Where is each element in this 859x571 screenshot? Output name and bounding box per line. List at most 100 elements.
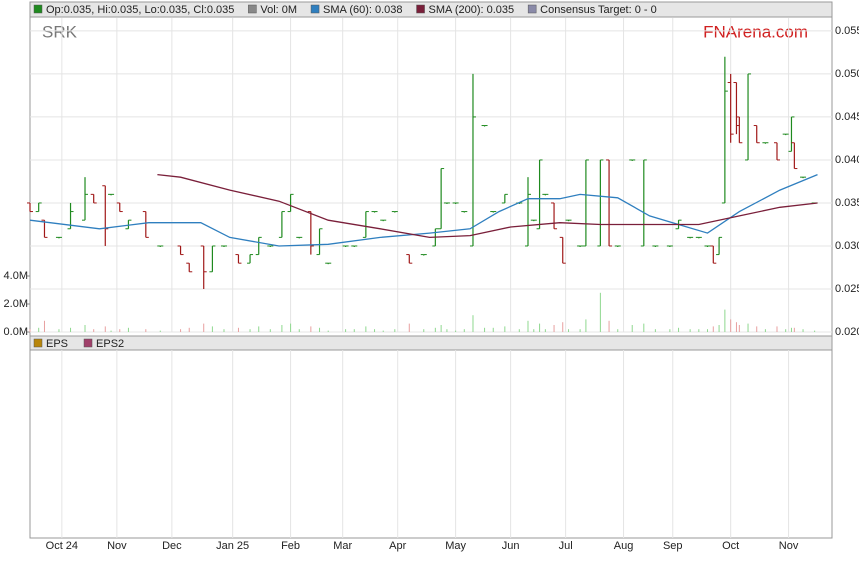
y-tick-label: 0.040 <box>835 154 859 166</box>
legend-label: SMA (60): 0.038 <box>323 4 403 16</box>
volume-bar <box>84 325 86 332</box>
volume-bar <box>553 325 555 332</box>
volume-bar <box>58 329 60 332</box>
volume-bar <box>188 327 190 332</box>
volume-bar <box>70 327 72 332</box>
volume-bar <box>29 329 31 332</box>
volume-bar <box>159 330 161 332</box>
volume-bar <box>669 329 671 332</box>
volume-bar <box>38 327 40 332</box>
volume-bar <box>472 315 474 332</box>
x-tick-label: Oct <box>722 540 739 552</box>
volume-bar <box>43 320 45 332</box>
legend-swatch <box>527 4 537 14</box>
volume-bar <box>281 325 283 332</box>
volume-bar <box>756 326 758 332</box>
volume-bar <box>631 325 633 332</box>
x-tick-label: Mar <box>333 540 352 552</box>
legend-swatch <box>83 338 93 348</box>
volume-bar <box>718 325 720 332</box>
volume-bar <box>408 323 410 332</box>
volume-bar <box>654 329 656 332</box>
sma-line <box>29 173 818 247</box>
legend-label: EPS2 <box>96 338 124 350</box>
volume-bar <box>127 327 129 332</box>
watermark: FNArena.com <box>703 22 808 41</box>
legend-label: Op:0.035, Hi:0.035, Lo:0.035, Cl:0.035 <box>46 4 234 16</box>
x-tick-label: Aug <box>614 540 634 552</box>
volume-bar <box>735 322 737 332</box>
volume-bar <box>707 329 709 332</box>
x-tick-label: May <box>445 540 466 552</box>
x-tick-label: Jul <box>559 540 573 552</box>
volume-bar <box>533 329 535 332</box>
volume-bar <box>110 330 112 332</box>
volume-bar <box>345 329 347 332</box>
volume-bar <box>319 327 321 332</box>
y-tick-label: 0.045 <box>835 111 859 123</box>
volume-bar <box>747 323 749 332</box>
volume-bar <box>237 327 239 332</box>
volume-bar <box>327 330 329 332</box>
x-tick-label: Jun <box>502 540 520 552</box>
volume-bar <box>776 326 778 332</box>
volume-bar <box>446 329 448 332</box>
x-tick-label: Jan 25 <box>216 540 249 552</box>
volume-bar <box>504 326 506 332</box>
legend-label: EPS <box>46 338 68 350</box>
x-tick-label: Nov <box>779 540 799 552</box>
volume-bar <box>203 323 205 332</box>
volume-bar <box>492 327 494 332</box>
volume-bar <box>764 329 766 332</box>
x-tick-label: Oct 24 <box>46 540 78 552</box>
x-tick-label: Apr <box>389 540 406 552</box>
volume-bar <box>678 327 680 332</box>
y-tick-label: 0.055 <box>835 25 859 37</box>
volume-bar <box>211 326 213 332</box>
volume-bar <box>724 309 726 332</box>
volume-bar <box>394 329 396 332</box>
volume-bar <box>258 326 260 332</box>
volume-bar <box>310 326 312 332</box>
y-tick-label: 0.025 <box>835 283 859 295</box>
volume-bar <box>579 329 581 332</box>
volume-bar <box>93 329 95 332</box>
legend-swatch <box>33 4 43 14</box>
y-tick-label: 0.050 <box>835 68 859 80</box>
volume-bar <box>568 329 570 332</box>
volume-bar <box>434 327 436 332</box>
y-tick-label: 0.035 <box>835 197 859 209</box>
chart-title: SRK <box>42 22 78 41</box>
legend-swatch <box>248 4 257 14</box>
volume-bar <box>539 323 541 332</box>
legend-label: SMA (200): 0.035 <box>429 4 515 16</box>
volume-bar <box>518 329 520 332</box>
y-tick-label: 0.030 <box>835 240 859 252</box>
plot-frame <box>29 1 833 539</box>
volume-bar <box>790 327 792 332</box>
volume-bar <box>608 320 610 332</box>
volume-bar <box>730 319 732 332</box>
legend-label: Vol: 0M <box>260 4 297 16</box>
volume-bar <box>290 323 292 332</box>
volume-bar <box>712 326 714 332</box>
volume-bar <box>562 322 564 332</box>
legend-label: Consensus Target: 0 - 0 <box>540 4 657 16</box>
volume-bar <box>617 329 619 332</box>
legend-bar <box>29 1 833 18</box>
volume-bar <box>814 330 816 332</box>
volume-bar <box>463 329 465 332</box>
volume-bar <box>793 327 795 332</box>
volume-bar <box>738 325 740 332</box>
volume-bar <box>527 320 529 332</box>
volume-bar <box>484 327 486 332</box>
legend-swatch <box>310 4 320 14</box>
legend-swatch <box>33 338 43 348</box>
volume-bar <box>698 329 700 332</box>
volume-bar <box>599 292 601 332</box>
volume-bar <box>298 329 300 332</box>
x-tick-label: Sep <box>663 540 683 552</box>
volume-bar <box>382 330 384 332</box>
volume-bar <box>802 329 804 332</box>
